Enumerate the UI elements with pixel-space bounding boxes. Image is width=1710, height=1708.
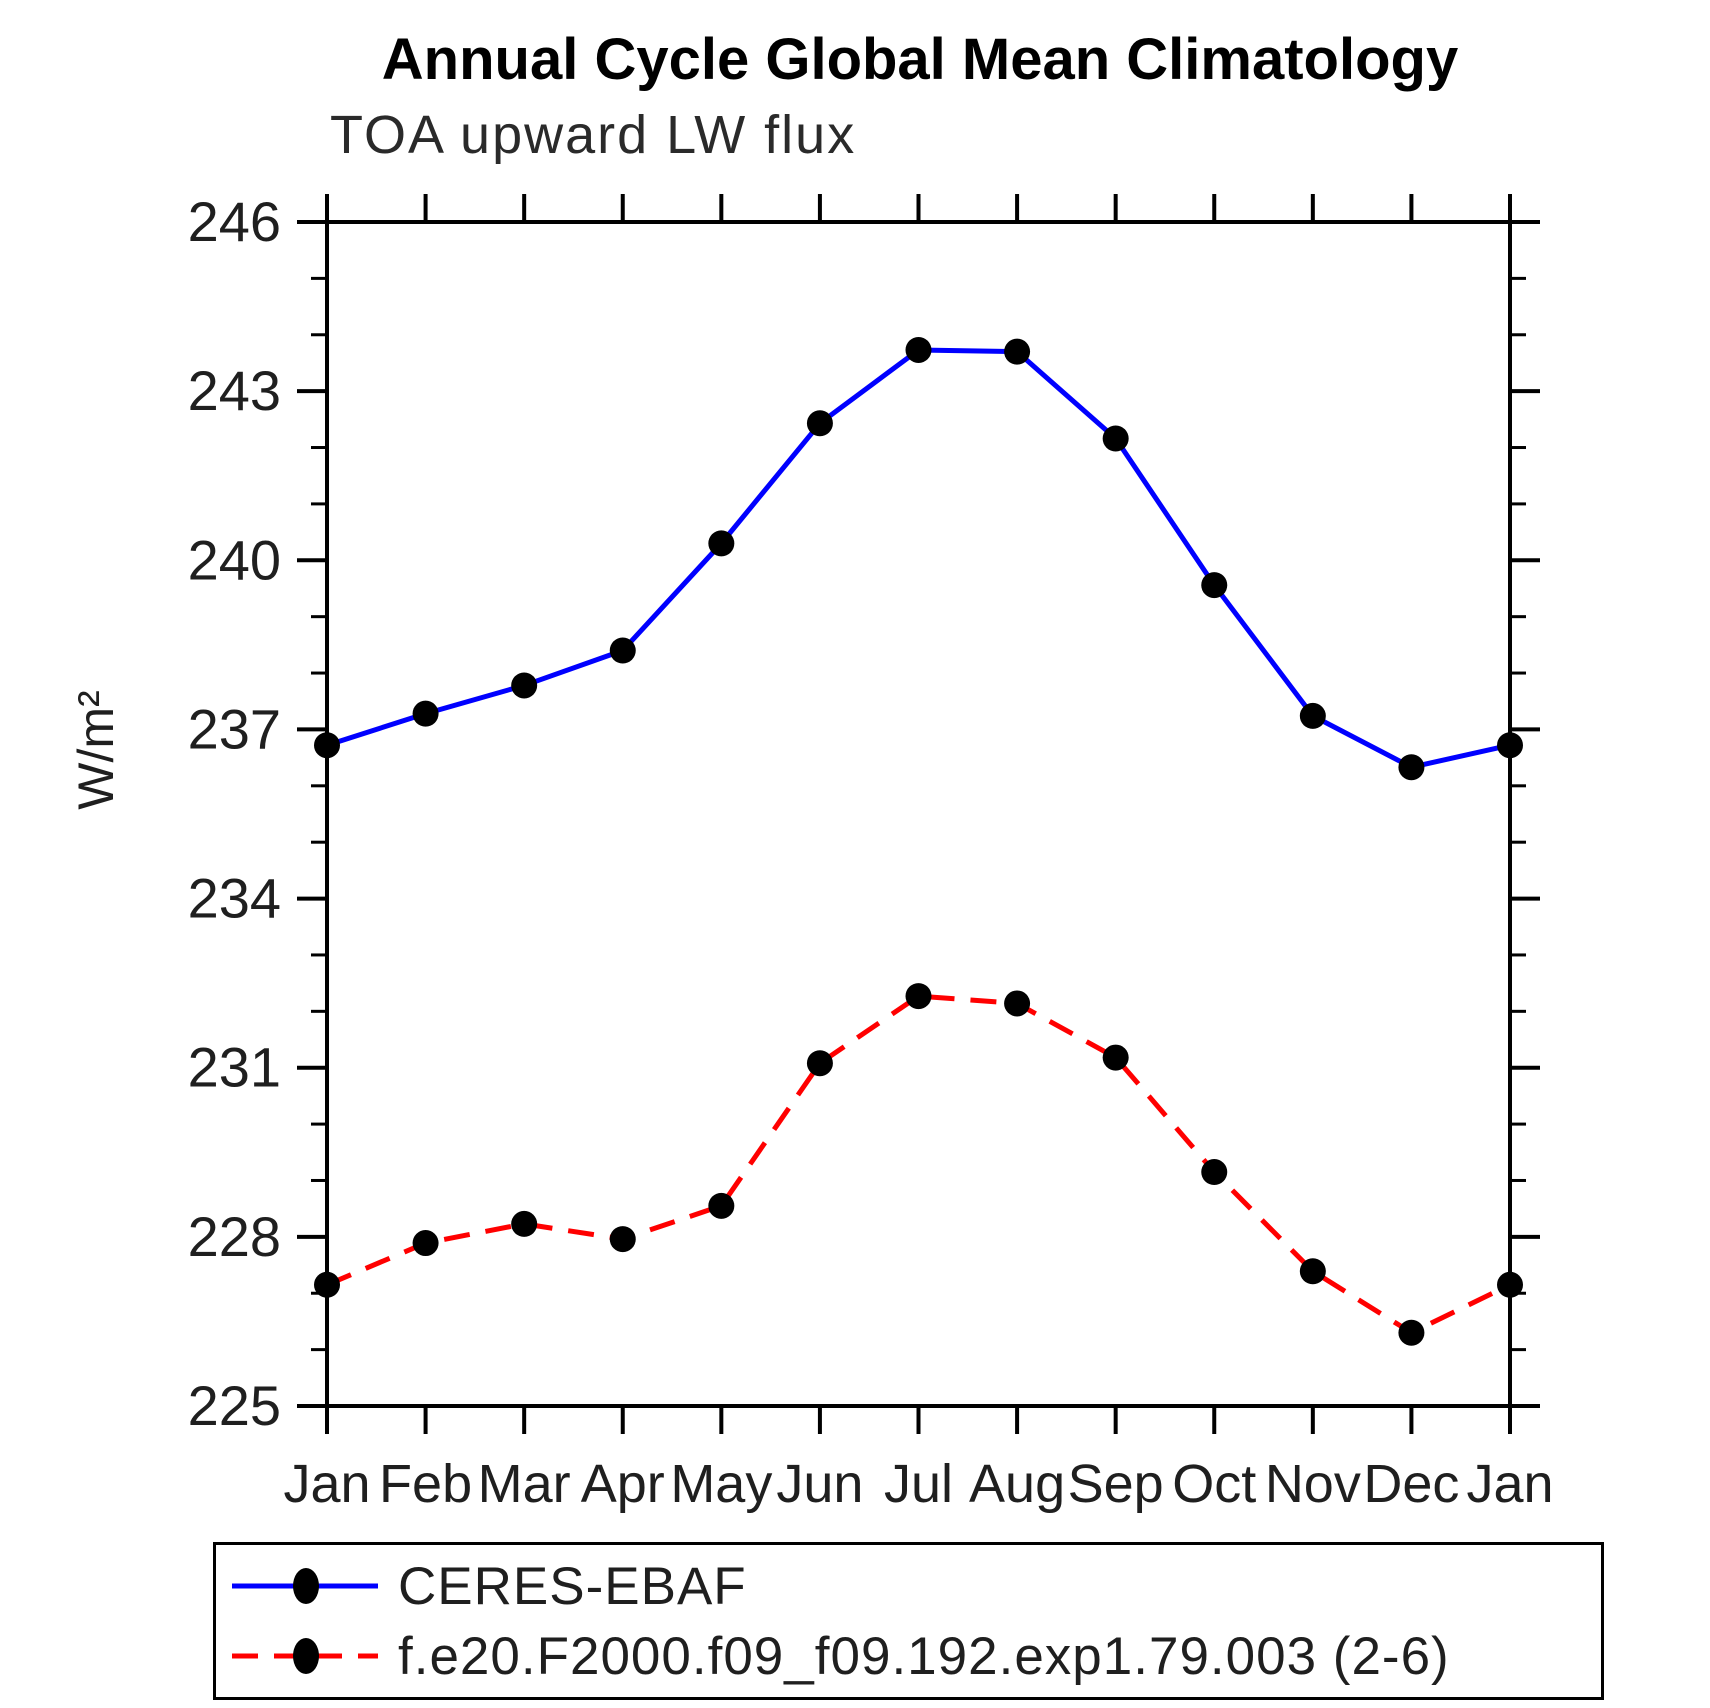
legend-marker-dot: [293, 1568, 319, 1604]
series-1-point: [1299, 1258, 1326, 1285]
x-tick-label: Jan: [283, 1454, 370, 1514]
x-tick-label: Aug: [969, 1454, 1065, 1514]
legend-sample-dashed-line: [232, 1638, 378, 1674]
y-tick-label: 234: [188, 867, 281, 930]
y-tick-label: 246: [188, 190, 281, 253]
y-tick-label: 240: [188, 528, 281, 591]
series-0-point: [511, 672, 538, 699]
series-0-line: [326, 347, 1511, 770]
series-1-point: [609, 1226, 636, 1253]
legend-label-model-run: f.e20.F2000.f09_f09.192.exp1.79.003 (2-6…: [398, 1626, 1450, 1686]
x-tick-label: Dec: [1363, 1454, 1459, 1514]
series-0-point: [609, 637, 636, 664]
legend-item-model-run: f.e20.F2000.f09_f09.192.exp1.79.003 (2-6…: [216, 1625, 1601, 1687]
series-0-point: [1201, 572, 1228, 599]
series-0-point: [806, 410, 833, 437]
legend-sample-solid-line: [232, 1568, 378, 1604]
x-tick-label: Jan: [1466, 1454, 1553, 1514]
series-0-point: [314, 732, 340, 759]
y-tick-label: 228: [188, 1205, 281, 1268]
x-tick-label: May: [670, 1454, 772, 1514]
legend-box: CERES-EBAF f.e20.F2000.f09_f09.192.exp1.…: [213, 1542, 1604, 1700]
x-tick-label: Apr: [581, 1454, 665, 1514]
series-1-point: [905, 983, 932, 1010]
series-1-point: [1004, 990, 1031, 1017]
series-0-point: [412, 700, 439, 727]
series-1-point: [1201, 1159, 1228, 1186]
y-axis-title: W/m²: [68, 690, 124, 809]
series-1-point: [511, 1210, 538, 1237]
x-tick-label: Sep: [1068, 1454, 1164, 1514]
legend-item-ceres-ebaf: CERES-EBAF: [216, 1555, 1601, 1617]
x-tick-label: Mar: [478, 1454, 571, 1514]
series-1-point: [1497, 1271, 1523, 1298]
x-tick-label: Nov: [1265, 1454, 1361, 1514]
series-0-point: [1497, 732, 1523, 759]
series-1-point: [412, 1230, 439, 1257]
y-tick-label: 225: [188, 1374, 281, 1437]
y-tick-label: 231: [188, 1036, 281, 1099]
chart-subtitle: TOA upward LW flux: [330, 105, 857, 165]
series-0-point: [1102, 425, 1129, 452]
x-tick-label: Oct: [1172, 1454, 1256, 1514]
series-1-line: [326, 993, 1512, 1336]
x-tick-label: Jun: [776, 1454, 863, 1514]
series-0-point: [1398, 754, 1425, 781]
x-tick-label: Jul: [884, 1454, 953, 1514]
y-tick-label: 243: [188, 359, 281, 422]
series-1-point: [806, 1050, 833, 1077]
series-0-point: [1299, 702, 1326, 729]
series-1-point: [1398, 1319, 1425, 1346]
plot-area: Jan Feb Mar Apr May Jun Jul Aug Sep Oct Nov Dec Jan2…: [68, 190, 1554, 1514]
series-1-point: [314, 1271, 340, 1298]
series-0-point: [1004, 338, 1031, 365]
series-0-point: [708, 530, 735, 557]
series-1-point: [708, 1192, 735, 1219]
x-tick-label: Feb: [379, 1454, 472, 1514]
legend-marker-dot: [293, 1638, 319, 1674]
chart-title: Annual Cycle Global Mean Climatology: [381, 27, 1459, 92]
series-0-point: [905, 336, 932, 363]
series-1-point: [1102, 1044, 1129, 1071]
legend-label-ceres-ebaf: CERES-EBAF: [398, 1556, 747, 1616]
y-tick-label: 237: [188, 697, 281, 760]
